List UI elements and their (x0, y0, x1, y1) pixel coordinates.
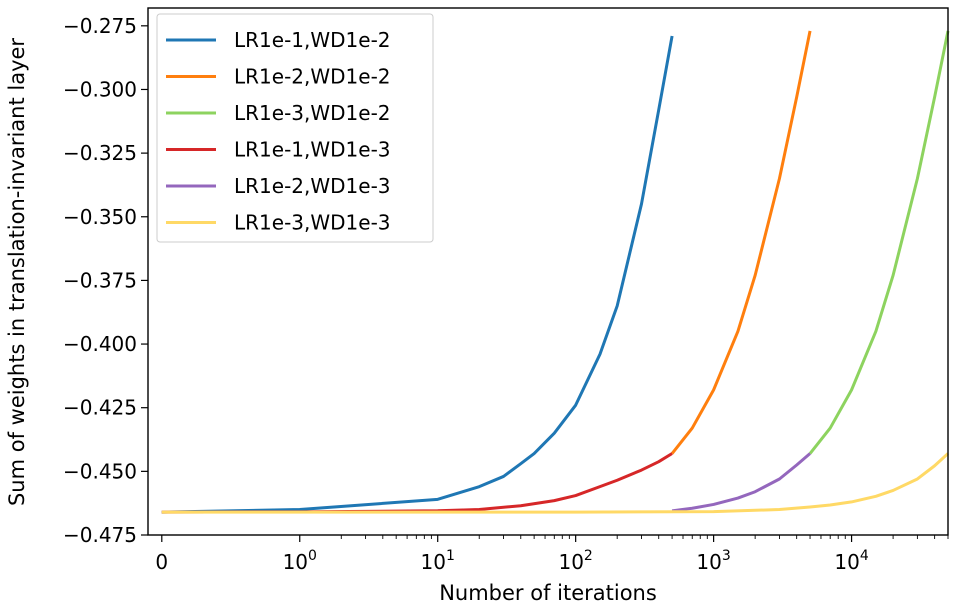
y-axis: −0.275 −0.300 −0.325 −0.350 −0.375 −0.400 −0.4… (63, 14, 148, 547)
legend-label-4: LR1e-1,WD1e-3 (234, 138, 391, 162)
y-tick-label: −0.400 (63, 332, 137, 356)
legend-label-2: LR1e-2,WD1e-2 (234, 65, 391, 89)
x-tick-label: 100 (283, 548, 317, 574)
series-line-6 (161, 452, 950, 514)
y-tick-label: −0.475 (63, 523, 137, 547)
y-tick-label: −0.300 (63, 77, 137, 101)
legend-label-3: LR1e-3,WD1e-2 (234, 101, 391, 125)
y-tick-label: −0.425 (63, 396, 137, 420)
plot-frame (147, 7, 949, 536)
y-tick-label: −0.450 (63, 459, 137, 483)
series-line-3 (808, 30, 950, 455)
x-tick-label: 103 (696, 548, 730, 574)
x-axis-label: Number of iterations (439, 581, 657, 603)
legend-box (156, 13, 434, 243)
y-tick-label: −0.375 (63, 268, 137, 292)
legend-label-6: LR1e-3,WD1e-3 (234, 211, 391, 235)
y-tick-label: −0.325 (63, 141, 137, 165)
y-tick-label: −0.350 (63, 205, 137, 229)
y-tick-label: −0.275 (63, 14, 137, 38)
x-axis: 0 100 101 102 103 104 (155, 535, 949, 574)
y-axis-label: Sum of weights in translation-invariant … (5, 38, 29, 506)
x-tick-label: 101 (421, 548, 455, 574)
series-line-1 (161, 35, 674, 514)
legend: LR1e-1,WD1e-2 LR1e-2,WD1e-2 LR1e-3,WD1e-2 L… (156, 13, 434, 243)
legend-label-1: LR1e-1,WD1e-2 (234, 28, 391, 52)
series-layer (161, 30, 950, 514)
legend-label-5: LR1e-2,WD1e-3 (234, 174, 391, 198)
series-line-5 (671, 452, 812, 513)
series-line-2 (670, 30, 812, 455)
x-tick-label: 102 (558, 548, 592, 574)
x-tick-label: 104 (834, 548, 868, 574)
x-tick-label: 0 (155, 550, 168, 574)
